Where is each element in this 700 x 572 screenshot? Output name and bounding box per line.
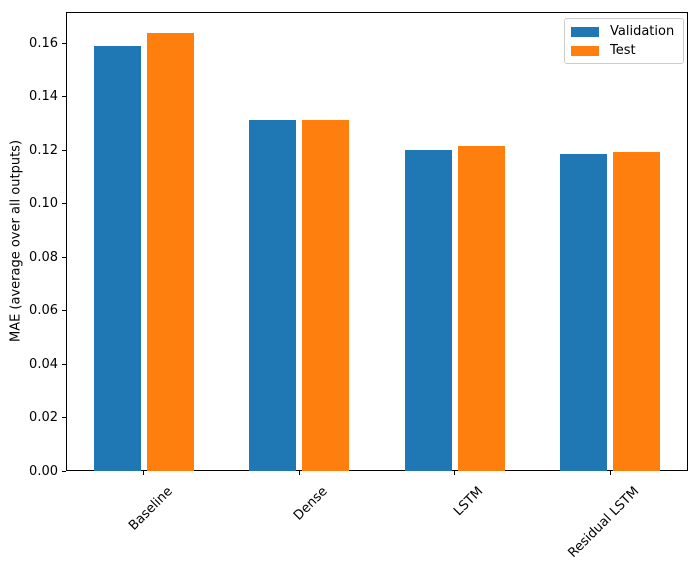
x-tick [609, 471, 611, 475]
x-tick [298, 471, 300, 475]
y-tick [62, 149, 66, 151]
y-tick-label: 0.04 [29, 356, 58, 372]
bar-test-baseline [146, 32, 194, 471]
x-tick-label-residual-lstm: Residual LSTM [565, 484, 642, 561]
y-tick-label: 0.12 [29, 142, 58, 158]
y-tick-label: 0.10 [29, 196, 58, 212]
x-tick-label-dense: Dense [291, 484, 331, 524]
y-tick [62, 203, 66, 205]
y-tick [62, 417, 66, 419]
bar-test-residual-lstm [613, 151, 660, 471]
bar-validation-residual-lstm [560, 154, 608, 471]
y-tick [62, 96, 66, 98]
bar-validation-lstm [404, 149, 452, 471]
y-tick-label: 0.08 [29, 249, 58, 265]
legend-label-validation: Validation [610, 24, 675, 39]
y-tick-label: 0.00 [29, 463, 58, 479]
bar-test-lstm [457, 145, 505, 471]
x-tick-label-lstm: LSTM [451, 484, 487, 520]
y-tick [62, 310, 66, 312]
bar-test-dense [302, 120, 349, 471]
legend-label-test: Test [610, 43, 636, 58]
legend-swatch-validation-icon [571, 26, 599, 37]
y-tick [62, 363, 66, 365]
y-tick-label: 0.16 [29, 36, 58, 52]
y-axis-label: MAE (average over all outputs) [8, 139, 24, 343]
x-tick [143, 471, 145, 475]
bar-validation-dense [249, 119, 297, 471]
y-tick-label: 0.02 [29, 410, 58, 426]
y-tick [62, 256, 66, 258]
legend-item-test: Test [571, 43, 675, 58]
x-tick [454, 471, 456, 475]
legend: Validation Test [564, 18, 684, 64]
y-tick [62, 43, 66, 45]
bar-validation-baseline [93, 46, 141, 471]
x-tick-label-baseline: Baseline [125, 484, 176, 534]
legend-swatch-test-icon [571, 45, 599, 56]
legend-item-validation: Validation [571, 24, 675, 39]
y-tick [62, 470, 66, 472]
y-tick-label: 0.06 [29, 303, 58, 319]
y-tick-label: 0.14 [29, 89, 58, 105]
